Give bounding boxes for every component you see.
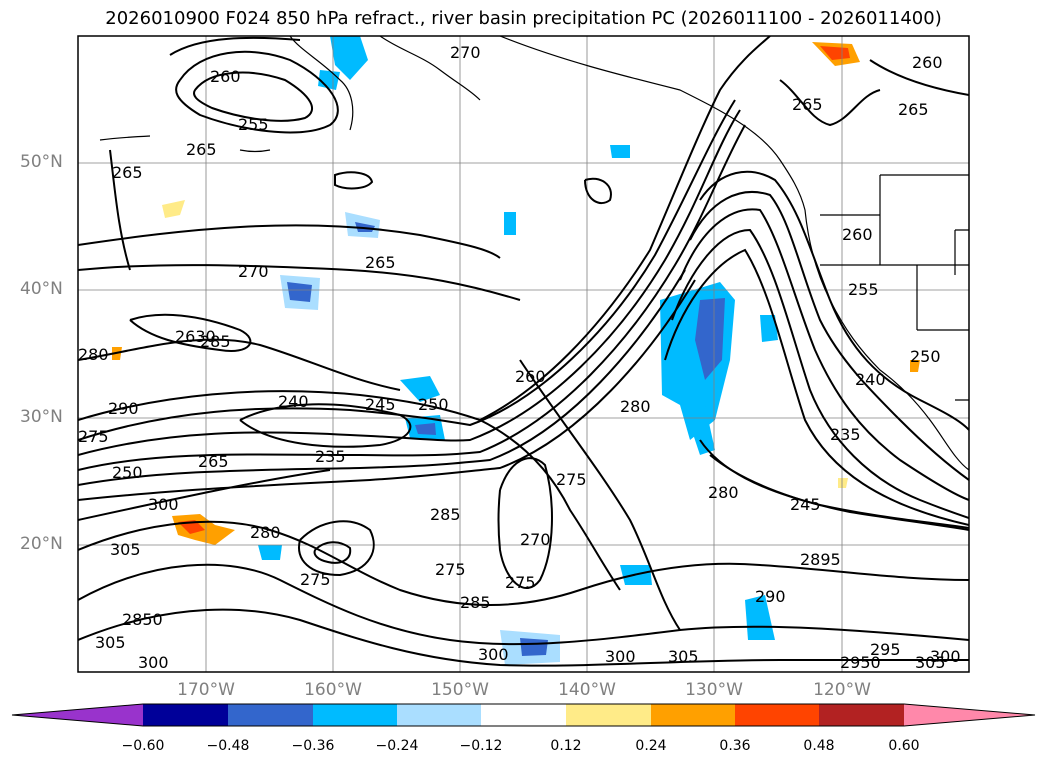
- contour-label: 305: [668, 647, 699, 666]
- contour-label: 300: [138, 653, 169, 672]
- colorbar-tick-label: 0.36: [719, 738, 751, 754]
- colorbar-extend-right: [904, 704, 1035, 726]
- contour-label: 300: [148, 495, 179, 514]
- contour-label: 285: [200, 332, 231, 351]
- colorbar-segment: [819, 704, 904, 726]
- contour-label: 260: [912, 53, 943, 72]
- contour-label: 260: [842, 225, 873, 244]
- colorbar-segment: [566, 704, 651, 726]
- lon-label: 160°W: [304, 680, 362, 700]
- colorbar-tick-label: −0.36: [291, 738, 335, 754]
- contour-label: 260: [515, 367, 546, 386]
- contour-label: 300: [605, 647, 636, 666]
- contour-label: 270: [238, 262, 269, 281]
- contour-label: 275: [300, 570, 331, 589]
- colorbar-tick-label: 0.48: [803, 738, 835, 754]
- contour-labels: 260 255 265 265 270 265 270 2630 285 280…: [78, 43, 961, 672]
- contour-label: 290: [755, 587, 786, 606]
- colorbar-segment: [735, 704, 819, 726]
- colorbar-segment: [397, 704, 481, 726]
- lon-label: 120°W: [813, 680, 871, 700]
- contour-label: 280: [620, 397, 651, 416]
- contour-label: 280: [78, 345, 109, 364]
- contour-label: 255: [848, 280, 879, 299]
- lon-label: 130°W: [685, 680, 743, 700]
- contour-label: 300: [930, 647, 961, 666]
- colorbar-segment: [143, 704, 228, 726]
- contour-label: 265: [112, 163, 143, 182]
- colorbar-tick-label: 0.60: [888, 738, 920, 754]
- contour-label: 270: [520, 530, 551, 549]
- contour-label: 2895: [800, 550, 841, 569]
- contour-label: 275: [556, 470, 587, 489]
- map-frame: [77, 35, 970, 673]
- contour-label: 285: [460, 593, 491, 612]
- contour-label: 275: [435, 560, 466, 579]
- contour-label: 250: [112, 463, 143, 482]
- contour-label: 280: [250, 523, 281, 542]
- contour-label: 300: [478, 645, 509, 664]
- graticule: [78, 36, 969, 672]
- contour-label: 290: [108, 399, 139, 418]
- lon-label: 150°W: [431, 680, 489, 700]
- colorbar-segment: [228, 704, 313, 726]
- contour-label: 255: [238, 115, 269, 134]
- contour-label: 280: [708, 483, 739, 502]
- contour-label: 240: [855, 370, 886, 389]
- contour-label: 260: [210, 67, 241, 86]
- colorbar-segment: [481, 704, 566, 726]
- contour-label: 265: [792, 95, 823, 114]
- contour-label: 235: [830, 425, 861, 444]
- lat-label: 30°N: [20, 407, 63, 427]
- lat-label: 40°N: [20, 279, 63, 299]
- contour-label: 265: [898, 100, 929, 119]
- colorbar-extend-left: [12, 704, 143, 726]
- colorbar-tick-label: 0.24: [635, 738, 667, 754]
- contour-label: 245: [365, 395, 396, 414]
- colorbar-segment: [651, 704, 735, 726]
- contour-label: 295: [870, 640, 901, 659]
- contour-label: 2850: [122, 610, 163, 629]
- contour-label: 2630: [175, 327, 216, 346]
- lon-label: 170°W: [177, 680, 235, 700]
- contour-label: 275: [78, 427, 109, 446]
- contour-label: 240: [278, 392, 309, 411]
- contour-label: 305: [95, 633, 126, 652]
- colorbar-tick-label: −0.24: [375, 738, 419, 754]
- contour-label: 305: [915, 653, 946, 672]
- colorbar-tick-label: 0.12: [550, 738, 582, 754]
- contour-label: 235: [315, 447, 346, 466]
- contour-label: 275: [505, 573, 536, 592]
- contour-label: 285: [430, 505, 461, 524]
- colorbar-tick-label: −0.60: [121, 738, 165, 754]
- colorbar-tick-label: −0.12: [459, 738, 503, 754]
- coastline: [99, 36, 969, 471]
- contour-label: 245: [790, 495, 821, 514]
- contour-label: 250: [910, 347, 941, 366]
- lat-label: 20°N: [20, 534, 63, 554]
- contour-label: 265: [365, 253, 396, 272]
- contour-label: 265: [198, 452, 229, 471]
- map-title: 2026010900 F024 850 hPa refract., river …: [105, 8, 942, 29]
- lon-label: 140°W: [558, 680, 616, 700]
- contour-label: 2950: [840, 653, 881, 672]
- colorbar-tick-label: −0.48: [206, 738, 250, 754]
- contour-label: 250: [418, 395, 449, 414]
- lat-label: 50°N: [20, 152, 63, 172]
- colorbar-segment: [313, 704, 397, 726]
- contour-label: 305: [110, 540, 141, 559]
- contour-label: 270: [450, 43, 481, 62]
- colorbar: [11, 703, 1036, 727]
- contour-label: 265: [186, 140, 217, 159]
